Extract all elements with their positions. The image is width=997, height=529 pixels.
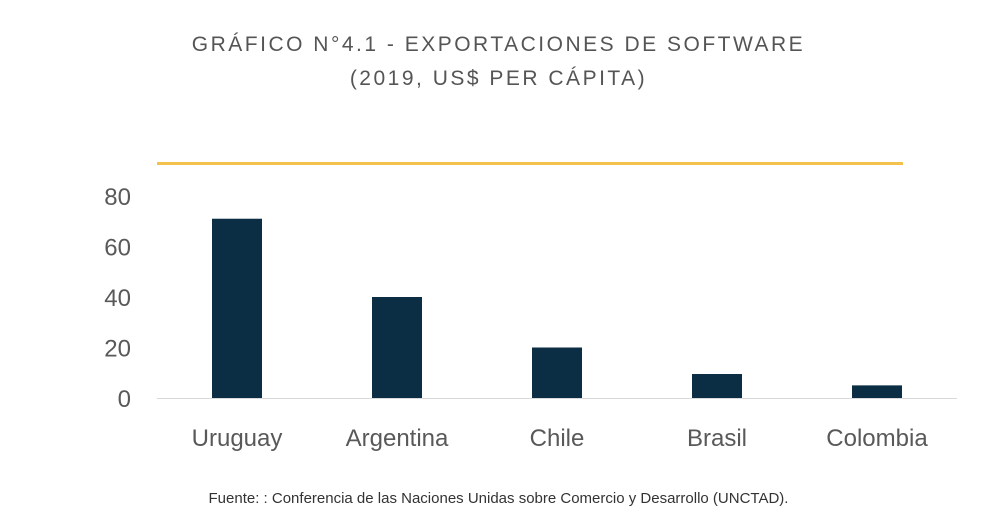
accent-rule (157, 162, 903, 165)
bar (372, 297, 422, 398)
bar-chart: 0 20 40 60 80 Uruguay Argentina Chile Brasil Colo… (104, 184, 957, 452)
chart-title-line-2: (2019, US$ PER CÁPITA) (349, 67, 648, 90)
bar (212, 218, 262, 398)
x-tick-label: Brasil (687, 425, 747, 452)
y-tick-label: 0 (118, 386, 131, 413)
y-tick-label: 60 (104, 235, 131, 262)
chart-title-line-1: GRÁFICO N°4.1 - EXPORTACIONES DE SOFTWAR… (191, 33, 806, 56)
x-tick-label: Uruguay (192, 425, 283, 452)
source-note: Fuente: : Conferencia de las Naciones Un… (208, 490, 789, 507)
y-tick-label: 20 (104, 336, 131, 363)
x-tick-label: Chile (530, 425, 585, 452)
y-tick-label: 40 (104, 285, 131, 312)
x-tick-label: Colombia (826, 425, 928, 452)
bar (692, 374, 742, 398)
bar (852, 385, 902, 398)
x-tick-label: Argentina (346, 425, 449, 452)
y-tick-label: 80 (104, 184, 131, 211)
bar (532, 347, 582, 398)
